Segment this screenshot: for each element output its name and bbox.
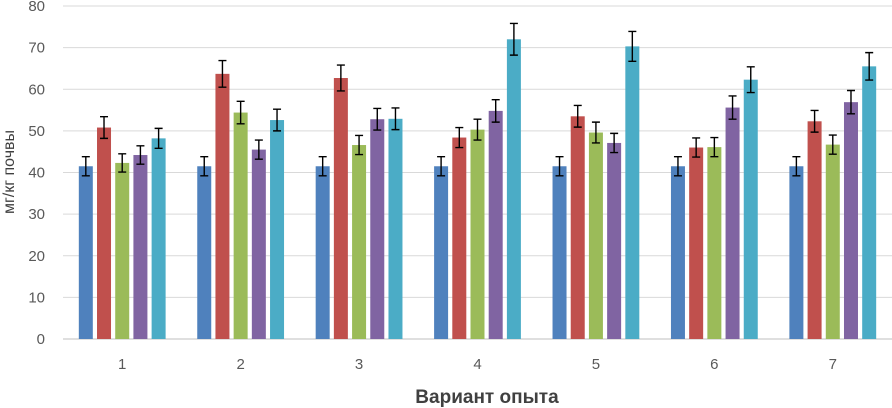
bar xyxy=(197,166,212,339)
bar xyxy=(843,102,858,339)
bar xyxy=(625,46,640,339)
error-bar xyxy=(437,155,446,177)
y-tick-label: 80 xyxy=(28,0,45,15)
bar xyxy=(488,110,503,340)
bar xyxy=(97,127,112,339)
x-tick-labels: 1 2 3 4 5 6 7 xyxy=(118,356,837,373)
bar xyxy=(570,116,585,340)
bar xyxy=(825,144,840,339)
y-tick-labels: 0 10 20 30 40 50 60 70 80 xyxy=(28,0,45,348)
error-bar xyxy=(100,116,109,140)
bar xyxy=(607,142,622,339)
bar xyxy=(789,166,804,339)
error-bar xyxy=(865,51,874,81)
bar xyxy=(470,129,485,339)
y-tick-label: 70 xyxy=(28,40,45,57)
error-bar xyxy=(746,66,755,94)
bar xyxy=(151,138,166,339)
bar xyxy=(115,162,130,339)
bar xyxy=(270,120,285,340)
error-bar xyxy=(491,98,500,123)
error-bar xyxy=(236,100,245,125)
bar xyxy=(434,166,449,339)
error-bar xyxy=(391,107,400,131)
y-tick-label: 40 xyxy=(28,165,45,182)
error-bar xyxy=(273,108,282,132)
error-bar xyxy=(728,95,737,120)
bar xyxy=(133,155,148,339)
bar xyxy=(233,112,248,339)
error-bar xyxy=(591,121,600,144)
bar xyxy=(352,145,367,339)
error-bar xyxy=(81,155,90,177)
bar xyxy=(862,66,877,339)
y-tick-label: 50 xyxy=(28,123,45,140)
bar xyxy=(215,73,230,339)
bar xyxy=(707,147,722,339)
x-tick-label: 3 xyxy=(355,356,363,373)
error-bar xyxy=(509,22,518,56)
y-tick-label: 60 xyxy=(28,81,45,98)
error-bar xyxy=(473,118,482,141)
error-bar xyxy=(710,136,719,158)
error-bar xyxy=(136,145,145,165)
bar xyxy=(588,132,603,339)
x-tick-label: 5 xyxy=(592,356,600,373)
error-bar xyxy=(336,64,345,92)
x-tick-label: 6 xyxy=(710,356,718,373)
bar xyxy=(725,107,740,339)
bar xyxy=(807,121,822,340)
y-axis-label: мг/кг почвы xyxy=(1,130,18,214)
bar xyxy=(670,166,685,339)
error-bar xyxy=(792,155,801,177)
bar xyxy=(689,147,704,339)
error-bar xyxy=(154,127,163,150)
x-tick-label: 7 xyxy=(829,356,837,373)
error-bar xyxy=(846,89,855,115)
error-bars xyxy=(81,22,874,177)
error-bar xyxy=(828,134,837,155)
x-tick-label: 2 xyxy=(236,356,244,373)
error-bar xyxy=(318,155,327,177)
y-tick-label: 0 xyxy=(37,331,45,348)
error-bar xyxy=(218,59,227,88)
y-tick-label: 20 xyxy=(28,248,45,265)
error-bar xyxy=(573,104,582,128)
y-tick-label: 30 xyxy=(28,206,45,223)
x-tick-label: 1 xyxy=(118,356,126,373)
error-bar xyxy=(673,155,682,177)
bar xyxy=(78,166,93,339)
error-bar xyxy=(610,132,619,154)
bar xyxy=(333,78,348,339)
bar xyxy=(251,149,266,339)
bars xyxy=(78,39,877,340)
error-bar xyxy=(692,137,701,158)
error-bar xyxy=(810,109,819,133)
bar xyxy=(370,119,385,339)
bar xyxy=(506,39,521,340)
bar xyxy=(743,79,758,340)
x-axis-label: Вариант опыта xyxy=(415,387,559,408)
error-bar xyxy=(455,126,464,149)
y-tick-label: 10 xyxy=(28,289,45,306)
bar xyxy=(552,166,567,339)
error-bar xyxy=(355,134,364,156)
error-bar xyxy=(555,155,564,177)
bar xyxy=(388,118,403,340)
error-bar xyxy=(254,139,263,160)
bar xyxy=(315,166,330,339)
error-bar xyxy=(200,155,209,177)
bar xyxy=(452,137,467,339)
error-bar xyxy=(628,30,637,63)
x-tick-label: 4 xyxy=(473,356,481,373)
error-bar xyxy=(118,153,127,173)
error-bar xyxy=(373,107,382,131)
